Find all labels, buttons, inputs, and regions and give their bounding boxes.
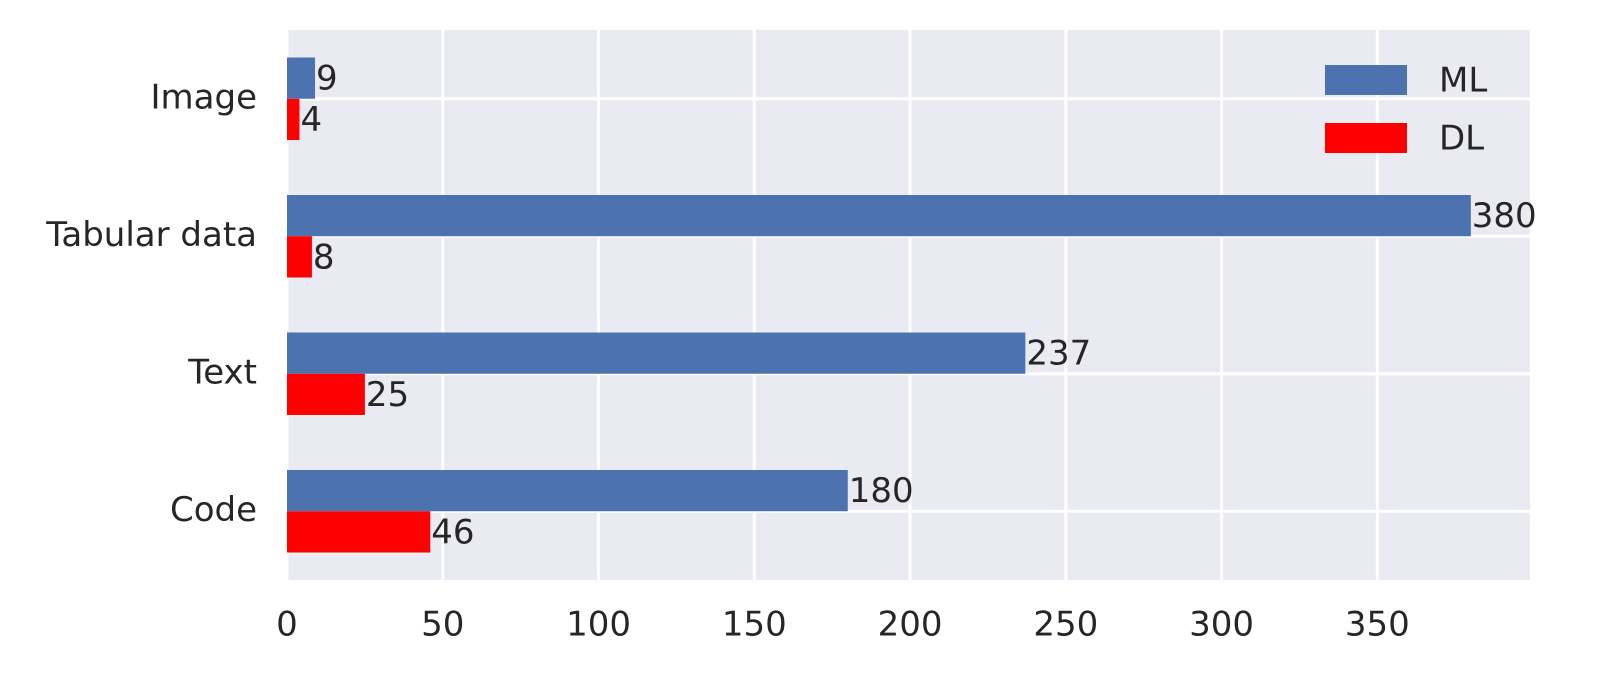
bar xyxy=(287,195,1471,237)
value-label: 9 xyxy=(316,59,338,99)
bar xyxy=(287,98,300,140)
value-label: 237 xyxy=(1026,334,1091,374)
x-tick-label: 300 xyxy=(1189,605,1254,645)
bar xyxy=(287,236,312,278)
x-tick-label: 250 xyxy=(1033,605,1098,645)
legend-swatch xyxy=(1325,65,1407,95)
bar xyxy=(287,57,316,99)
bar xyxy=(287,332,1026,374)
value-label: 8 xyxy=(313,237,335,277)
legend-label: DL xyxy=(1439,119,1484,159)
bar xyxy=(287,470,848,512)
x-tick-label: 0 xyxy=(276,605,298,645)
value-label: 4 xyxy=(300,100,322,140)
y-tick-label: Code xyxy=(170,490,257,530)
x-tick-label: 150 xyxy=(722,605,787,645)
y-tick-label: Tabular data xyxy=(45,215,257,255)
y-tick-label: Image xyxy=(151,77,257,117)
value-label: 46 xyxy=(431,512,474,552)
bar xyxy=(287,373,365,415)
legend-swatch xyxy=(1325,123,1407,153)
value-label: 380 xyxy=(1472,196,1537,236)
x-tick-label: 350 xyxy=(1345,605,1410,645)
value-label: 25 xyxy=(366,375,409,415)
bar xyxy=(287,511,431,553)
x-tick-label: 200 xyxy=(878,605,943,645)
y-tick-label: Text xyxy=(187,352,257,392)
legend-label: ML xyxy=(1439,61,1487,101)
value-label: 180 xyxy=(849,471,914,511)
x-tick-label: 100 xyxy=(566,605,631,645)
x-tick-label: 50 xyxy=(421,605,464,645)
